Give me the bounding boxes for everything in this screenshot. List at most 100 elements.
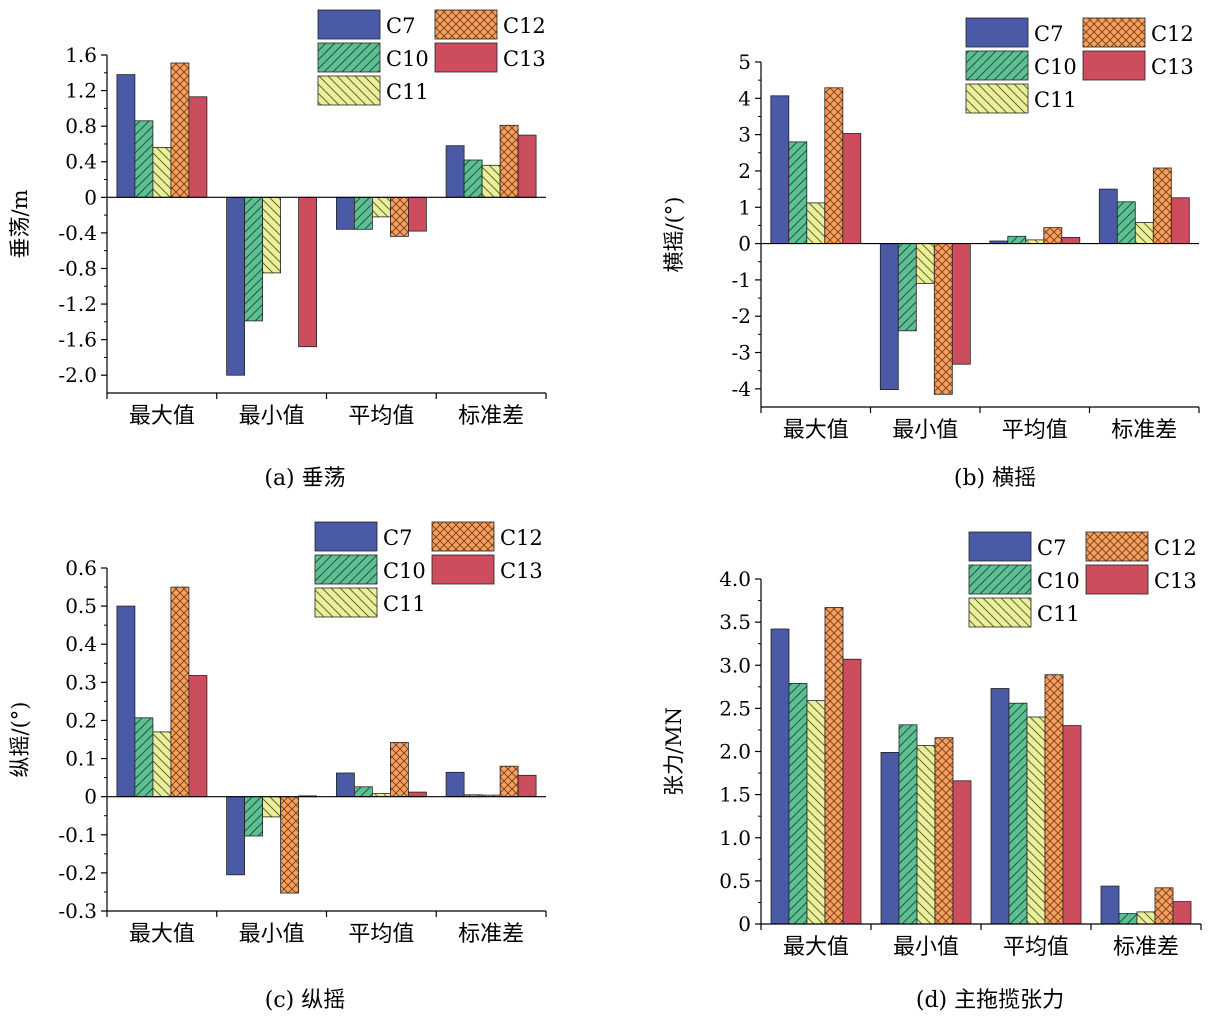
bar-c12-3	[1044, 674, 1064, 925]
bar-c12-3	[389, 196, 409, 237]
bar-c13-2	[952, 780, 972, 925]
bar-c12-4	[1152, 167, 1172, 244]
bar-c10-2	[244, 796, 264, 837]
y-axis-label: 横摇/(°)	[662, 197, 686, 273]
legend-label-c10: C10	[383, 559, 426, 583]
y-tick-label: 1.5	[719, 783, 751, 807]
legend-swatch-c13	[431, 554, 495, 585]
bar-c11-3	[371, 196, 391, 218]
legend-swatch-c12	[431, 521, 495, 552]
chart-heave: -2.0 -1.6 -1.2 -0.8 -0.4 0 0.4 0.8 1.2 1.6 最大值 最小值 平…	[0, 0, 600, 455]
y-axis-label: 张力/MN	[662, 707, 686, 796]
bar-c13-4	[517, 134, 537, 198]
y-tick-label: -0.1	[58, 823, 97, 847]
x-category-label: 最大值	[129, 922, 195, 947]
y-tick-label: 4.0	[719, 567, 751, 591]
y-tick-label: -2.0	[58, 363, 97, 387]
y-tick-label: 1.0	[719, 826, 751, 850]
bar-c11-1	[806, 700, 826, 925]
bar-c7-3	[990, 688, 1010, 925]
y-tick-label: 3.5	[719, 610, 751, 634]
bar-c12-3	[389, 742, 409, 797]
y-tick-label: 0.3	[65, 670, 97, 694]
y-tick-label: 0.1	[65, 747, 97, 771]
legend-label-c12: C12	[1154, 536, 1197, 560]
x-category-label: 最大值	[129, 404, 195, 429]
legend-label-c7: C7	[386, 14, 415, 38]
x-category-label: 最大值	[783, 418, 849, 443]
legend-swatch-c7	[314, 521, 378, 552]
bar-c7-2	[880, 751, 900, 925]
bar-c13-1	[842, 133, 862, 244]
bar-c11-2	[915, 243, 935, 284]
chart-roll: -4 -3 -2 -1 0 1 2 3 4 5 最大值 最小值 平均值 标准差 横摇/(°) C7 C10 C11…	[606, 0, 1206, 455]
bar-c11-3	[1026, 716, 1046, 925]
bar-c11-2	[262, 196, 282, 274]
legend-label-c7: C7	[1034, 22, 1063, 46]
bar-c7-4	[445, 145, 465, 198]
y-tick-label: 2	[738, 159, 751, 183]
y-tick-label: -1.6	[58, 328, 97, 352]
chart-svg-tension: 0 0.5 1.0 1.5 2.0 2.5 3.0 3.5 4.0 最大值 最小值 平均值 标准差 张力/…	[662, 531, 1202, 960]
legend-label-c7: C7	[1037, 536, 1066, 560]
y-axis-label: 垂荡/m	[8, 189, 32, 258]
bar-c10-2	[244, 196, 264, 322]
caption-tension: (d) 主拖揽张力	[915, 988, 1065, 1013]
y-tick-label: 0.6	[65, 556, 97, 580]
bar-c12-2	[933, 243, 953, 395]
legend-swatch-c11	[317, 75, 381, 106]
bar-c11-4	[481, 164, 501, 198]
bar-c10-1	[788, 141, 808, 244]
bar-c12-1	[170, 62, 190, 198]
bar-c11-2	[262, 796, 282, 818]
bar-c13-4	[1170, 197, 1190, 245]
bar-c13-2	[298, 196, 318, 348]
legend-swatch-c10	[968, 564, 1032, 595]
bar-c10-4	[463, 159, 483, 198]
legend-swatch-c13	[1085, 564, 1149, 595]
y-axis-label: 纵摇/(°)	[8, 702, 32, 778]
bar-c13-4	[1172, 901, 1192, 925]
legend-swatch-c12	[1085, 531, 1149, 562]
bar-c11-4	[1136, 911, 1156, 925]
x-category-label: 最小值	[892, 418, 958, 443]
bar-c10-3	[353, 196, 373, 230]
legend-label-c7: C7	[383, 526, 412, 550]
y-tick-label: -0.8	[58, 256, 97, 280]
y-tick-label: -1.2	[58, 292, 97, 316]
bar-c13-3	[1062, 725, 1082, 925]
y-tick-label: 2.0	[719, 740, 751, 764]
bar-c11-1	[152, 731, 172, 798]
bar-c11-4	[1134, 222, 1154, 245]
x-category-label: 最小值	[239, 404, 305, 429]
x-category-label: 最大值	[783, 935, 849, 960]
bar-c10-3	[1008, 702, 1028, 925]
y-tick-label: 3	[738, 123, 751, 147]
y-tick-label: 0.4	[65, 150, 97, 174]
legend-label-c11: C11	[383, 592, 426, 616]
legend-swatch-c12	[1082, 17, 1146, 48]
y-tick-label: 0.4	[65, 632, 97, 656]
legend-swatch-c7	[968, 531, 1032, 562]
y-tick-label: 1.2	[65, 79, 97, 103]
legend-swatch-c7	[965, 17, 1029, 48]
bar-c7-1	[116, 74, 136, 198]
bar-c7-4	[1100, 885, 1120, 925]
bar-c11-1	[806, 202, 826, 244]
legend-label-c13: C13	[500, 559, 543, 583]
legend-label-c13: C13	[1154, 569, 1197, 593]
bar-c13-3	[407, 196, 427, 232]
bar-c12-3	[1043, 227, 1063, 245]
legend-label-c10: C10	[1037, 569, 1080, 593]
bar-c10-3	[1007, 235, 1027, 245]
caption-roll: (b) 横摇	[953, 466, 1037, 491]
bar-c10-1	[788, 682, 808, 925]
y-tick-label: 5	[738, 50, 751, 74]
legend-swatch-c11	[314, 587, 378, 618]
x-category-label: 平均值	[1002, 418, 1068, 443]
chart-svg-pitch: -0.3 -0.2 -0.1 0 0.1 0.2 0.3 0.4 0.5 0.6 最大值 最小值 平均值…	[8, 521, 547, 947]
bar-c12-1	[824, 607, 844, 925]
legend-label-c11: C11	[1037, 602, 1080, 626]
legend-swatch-c10	[317, 42, 381, 73]
legend-label-c12: C12	[500, 526, 543, 550]
